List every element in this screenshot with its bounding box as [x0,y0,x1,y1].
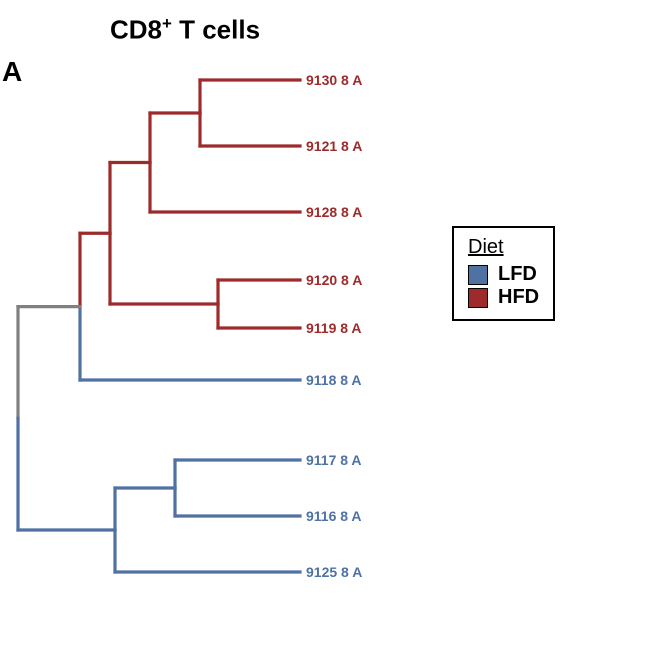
legend-items: LFDHFD [468,263,539,309]
legend-item: HFD [468,286,539,309]
leaf-label: 9119 8 A [306,320,362,336]
legend-label: LFD [498,263,537,286]
legend-title: Diet [468,236,539,259]
leaf-label: 9117 8 A [306,452,362,468]
legend-swatch [468,265,488,285]
leaf-label: 9116 8 A [306,508,362,524]
leaf-label: 9125 8 A [306,564,362,580]
legend-item: LFD [468,263,539,286]
legend-label: HFD [498,286,539,309]
leaf-label: 9130 8 A [306,72,362,88]
legend-swatch [468,288,488,308]
legend: Diet LFDHFD [452,226,555,321]
leaf-label: 9121 8 A [306,138,362,154]
leaf-label: 9128 8 A [306,204,362,220]
leaf-label: 9118 8 A [306,372,362,388]
leaf-label: 9120 8 A [306,272,362,288]
